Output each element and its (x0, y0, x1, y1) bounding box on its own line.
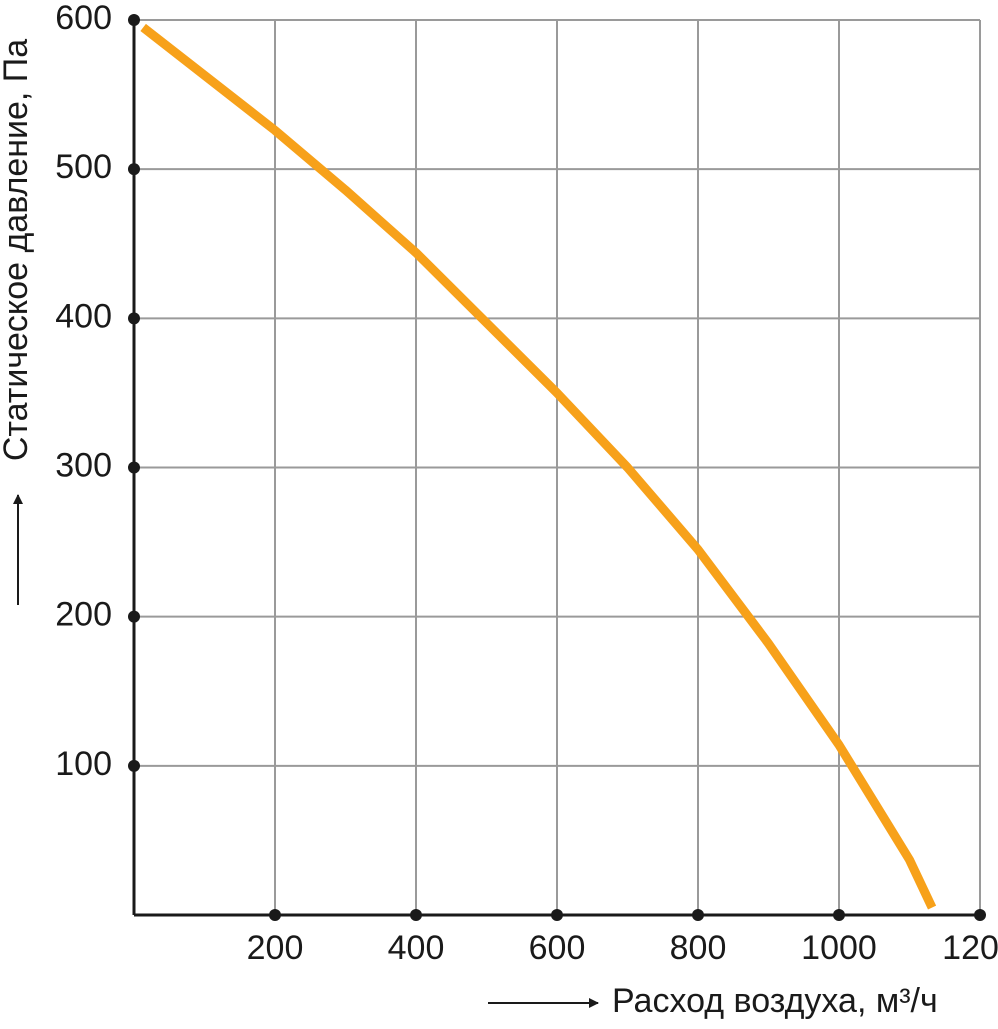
x-tick-label: 600 (529, 929, 586, 967)
grid (134, 19, 981, 915)
y-tick-label: 300 (55, 446, 112, 484)
tick-dot (551, 909, 563, 921)
y-tick-label: 200 (55, 596, 112, 634)
tick-dot (833, 909, 845, 921)
tick-dot (128, 14, 140, 26)
x-tick-label: 200 (247, 929, 304, 967)
tick-dot (269, 909, 281, 921)
x-axis-label: Расход воздуха, м³/ч (612, 982, 938, 1020)
tick-dot (128, 759, 140, 772)
y-tick-label: 500 (55, 148, 112, 186)
y-tick-label: 100 (55, 745, 112, 783)
y-axis-label: Статическое давление, Па (0, 39, 35, 461)
y-tick-label: 400 (55, 297, 112, 335)
tick-dot (410, 909, 422, 921)
x-tick-label: 1000 (801, 929, 877, 967)
x-tick-label: 1200 (942, 929, 998, 967)
tick-dot (692, 909, 704, 921)
tick-dot (974, 909, 986, 921)
x-tick-label: 800 (670, 929, 727, 967)
y-tick-label: 600 (55, 0, 112, 37)
x-tick-label: 400 (388, 929, 445, 967)
tick-dot (128, 610, 140, 623)
tick-dot (128, 163, 140, 176)
data-line (140, 23, 937, 910)
tick-dot (128, 461, 140, 474)
tick-dot (128, 312, 140, 325)
